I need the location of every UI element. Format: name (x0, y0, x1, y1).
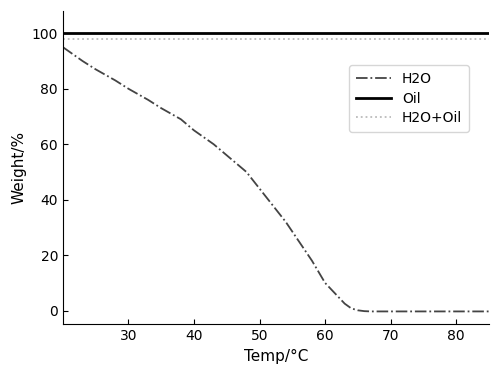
H2O (355, 308, 361, 313)
H2O (335, 294, 341, 299)
H2O (282, 220, 288, 224)
H2O (224, 153, 230, 158)
H2O (322, 280, 328, 285)
H2O (296, 239, 302, 243)
H2O (420, 309, 426, 314)
Legend: H2O, Oil, H2O+Oil: H2O, Oil, H2O+Oil (349, 65, 469, 132)
H2O (362, 309, 368, 314)
H2O (374, 309, 380, 314)
H2O (270, 203, 276, 207)
H2O (388, 309, 394, 314)
H2O (453, 309, 459, 314)
H2O (60, 45, 66, 50)
H2O (158, 106, 164, 110)
H2O (210, 142, 216, 147)
H2O (342, 302, 347, 306)
H2O (348, 306, 354, 310)
H2O (145, 98, 151, 102)
H2O (178, 117, 184, 122)
H2O (80, 59, 86, 63)
H2O (368, 309, 374, 314)
H2O (244, 170, 250, 174)
H2O (486, 309, 492, 314)
H2O (112, 78, 118, 82)
H2O (126, 87, 132, 91)
H2O (309, 258, 315, 263)
Y-axis label: Weight/%: Weight/% (11, 131, 26, 204)
H2O (92, 67, 98, 72)
Line: H2O: H2O (63, 47, 489, 311)
H2O (191, 128, 197, 133)
X-axis label: Temp/°C: Temp/°C (244, 349, 308, 364)
H2O (256, 186, 262, 191)
